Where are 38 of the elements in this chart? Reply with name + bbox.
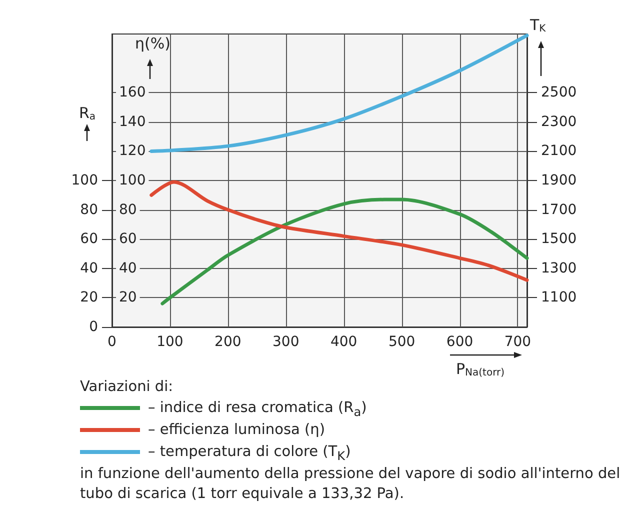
y3-tick-label: 1900: [541, 172, 577, 188]
y-tick-label: 60: [80, 231, 98, 248]
x-tick-label: 300: [272, 334, 300, 350]
y3-tick-label: 2300: [541, 114, 577, 130]
y2-tick-label: 100: [119, 172, 146, 188]
y2-axis-title: η(%): [135, 34, 170, 52]
y3-tick-label: 1700: [541, 202, 577, 218]
legend-label: – temperatura di colore (T$_{K}$): [148, 444, 351, 463]
legend-label: – indice di resa cromatica (R$_{a}$): [148, 400, 367, 419]
y2-tick-label: 60: [119, 231, 137, 248]
x-tick-label: 400: [330, 334, 358, 350]
y-tick-label: 0: [89, 319, 98, 335]
x-tick-label: 700: [504, 334, 532, 350]
y2-tick-label: 140: [119, 114, 146, 130]
y2-tick-label: 80: [119, 202, 137, 218]
x-tick-label: 200: [214, 334, 242, 350]
y-tick-label: 40: [80, 260, 98, 276]
y2-tick-label: 120: [119, 143, 146, 160]
x-tick-label: 500: [388, 334, 416, 350]
y2-tick-label: 20: [119, 290, 137, 306]
x-tick-label: 100: [156, 334, 184, 350]
x-tick-label: 600: [446, 334, 474, 350]
y-tick-label: 80: [80, 202, 98, 218]
y-tick-label: 100: [71, 172, 98, 188]
line-series: [160, 198, 529, 306]
y3-tick-label: 1300: [541, 260, 577, 276]
y3-tick-label: 1100: [541, 290, 577, 306]
text: in funzione dell'aumento della pressione del vapore di sodio all'interno del tubo di scarica (1 torr equivale a 133,32 Pa).: [80, 465, 622, 504]
y3-tick-label: 1500: [541, 231, 577, 248]
text: Variazioni di:: [80, 378, 174, 397]
y-tick-label: 20: [80, 290, 98, 306]
y3-tick-label: 2100: [541, 143, 577, 160]
x-tick-label: 0: [108, 334, 116, 350]
legend-label: – efficienza luminosa (η): [148, 422, 326, 438]
y2-tick-label: 160: [119, 84, 146, 101]
line-series: [150, 180, 529, 282]
y3-tick-label: 2500: [541, 84, 577, 101]
y2-tick-label: 40: [119, 260, 137, 276]
